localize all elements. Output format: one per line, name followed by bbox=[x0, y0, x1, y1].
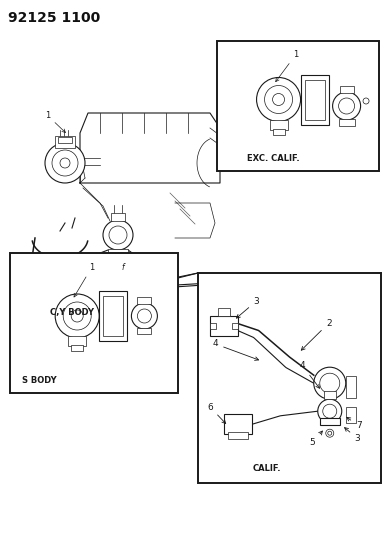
Text: 92125 1100: 92125 1100 bbox=[8, 11, 100, 25]
Circle shape bbox=[137, 309, 151, 323]
Circle shape bbox=[71, 310, 83, 322]
Text: 5: 5 bbox=[310, 431, 323, 447]
Bar bbox=[58, 137, 72, 143]
Circle shape bbox=[264, 85, 292, 114]
Text: CALIF.: CALIF. bbox=[253, 464, 282, 473]
Bar bbox=[209, 316, 238, 335]
Text: 1: 1 bbox=[45, 111, 66, 133]
Bar bbox=[217, 41, 379, 171]
Text: C,Y BODY: C,Y BODY bbox=[50, 308, 94, 317]
Text: 1: 1 bbox=[74, 263, 94, 297]
Circle shape bbox=[103, 220, 133, 250]
Bar bbox=[346, 407, 356, 423]
Circle shape bbox=[314, 367, 346, 399]
Circle shape bbox=[333, 92, 361, 120]
Text: 1: 1 bbox=[276, 50, 299, 82]
Bar bbox=[137, 328, 151, 334]
Bar bbox=[305, 79, 324, 119]
Bar bbox=[218, 308, 230, 316]
Bar bbox=[346, 376, 356, 398]
Bar bbox=[71, 345, 83, 351]
Text: f: f bbox=[122, 263, 124, 272]
Circle shape bbox=[323, 404, 337, 418]
Bar bbox=[103, 296, 123, 336]
Circle shape bbox=[326, 429, 334, 437]
Bar bbox=[324, 391, 336, 399]
Circle shape bbox=[257, 77, 301, 122]
Bar bbox=[198, 273, 381, 483]
Bar bbox=[108, 249, 128, 257]
Circle shape bbox=[273, 93, 285, 106]
Bar bbox=[273, 128, 285, 134]
Text: S BODY: S BODY bbox=[22, 376, 57, 385]
Bar bbox=[111, 213, 125, 221]
Circle shape bbox=[318, 399, 342, 423]
Bar bbox=[269, 119, 287, 130]
Text: 3: 3 bbox=[345, 427, 360, 443]
Text: EXC. CALIF.: EXC. CALIF. bbox=[247, 154, 300, 163]
Text: 4: 4 bbox=[213, 340, 259, 360]
Bar bbox=[224, 414, 252, 434]
Bar bbox=[209, 322, 216, 328]
Text: 7: 7 bbox=[347, 417, 362, 430]
Circle shape bbox=[320, 373, 340, 393]
Circle shape bbox=[109, 226, 127, 244]
Circle shape bbox=[52, 150, 78, 176]
Bar bbox=[99, 291, 127, 341]
Text: 4: 4 bbox=[300, 361, 319, 388]
Circle shape bbox=[339, 98, 355, 114]
Bar bbox=[10, 253, 178, 393]
Bar bbox=[320, 418, 340, 425]
Circle shape bbox=[60, 158, 70, 168]
Circle shape bbox=[63, 302, 91, 330]
Circle shape bbox=[45, 143, 85, 183]
Text: 2: 2 bbox=[301, 319, 332, 350]
Circle shape bbox=[131, 303, 158, 329]
Bar bbox=[339, 119, 355, 126]
Circle shape bbox=[363, 98, 369, 104]
Bar bbox=[340, 86, 354, 93]
Circle shape bbox=[328, 431, 332, 435]
Bar bbox=[301, 75, 328, 125]
Bar bbox=[232, 322, 238, 328]
Circle shape bbox=[55, 294, 99, 338]
Bar bbox=[55, 136, 75, 148]
Bar bbox=[68, 336, 86, 346]
Text: 6: 6 bbox=[207, 402, 226, 424]
Text: 3: 3 bbox=[236, 296, 259, 318]
Bar bbox=[228, 432, 248, 439]
Bar bbox=[137, 297, 151, 304]
